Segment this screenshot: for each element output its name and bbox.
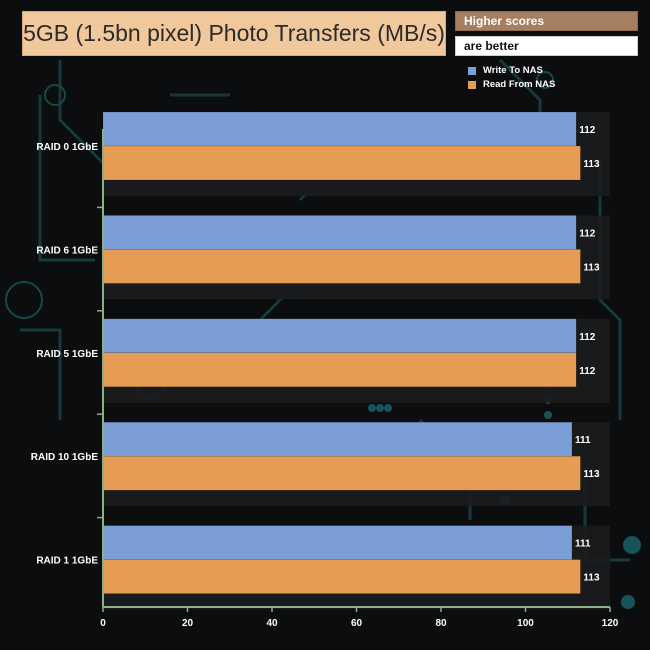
data-label-read: 113 — [583, 262, 600, 273]
legend-item-read: Read From NAS — [468, 78, 555, 91]
data-label-write: 112 — [579, 228, 596, 239]
bar-write — [102, 525, 573, 560]
chart-title-box: 5GB (1.5bn pixel) Photo Transfers (MB/s) — [22, 11, 446, 56]
are-better-note: are better — [455, 36, 638, 56]
category-label: RAID 5 1GbE — [36, 349, 98, 360]
bar-read — [102, 145, 581, 181]
bar-write — [102, 111, 577, 147]
data-label-read: 113 — [583, 573, 600, 584]
x-tick-label: 40 — [266, 618, 278, 629]
category-label: RAID 6 1GbE — [36, 245, 98, 256]
bar-write — [102, 421, 573, 457]
x-tick-label: 60 — [351, 618, 363, 629]
data-label-read: 112 — [579, 366, 596, 377]
higher-scores-note: Higher scores — [455, 11, 638, 31]
chart-legend: Write To NAS Read From NAS — [468, 64, 555, 92]
x-tick-label: 80 — [435, 618, 447, 629]
bar-read — [102, 559, 581, 594]
category-label: RAID 0 1GbE — [36, 142, 98, 153]
legend-swatch-write — [468, 66, 476, 75]
legend-label-write: Write To NAS — [483, 65, 543, 76]
x-tick-label: 20 — [182, 618, 194, 629]
x-tick-label: 100 — [517, 618, 534, 629]
legend-item-write: Write To NAS — [468, 64, 555, 77]
bar-write — [102, 215, 577, 250]
category-label: RAID 10 1GbE — [31, 452, 99, 463]
x-tick-label: 120 — [602, 618, 619, 629]
bar-write — [102, 318, 577, 354]
chart-title: 5GB (1.5bn pixel) Photo Transfers (MB/s) — [23, 20, 445, 46]
x-tick-label: 0 — [100, 618, 106, 629]
data-label-write: 112 — [579, 125, 596, 136]
data-label-write: 112 — [579, 332, 596, 343]
data-label-read: 113 — [583, 159, 600, 170]
bar-read — [102, 249, 581, 284]
legend-swatch-read — [468, 80, 476, 89]
category-label: RAID 1 1GbE — [36, 556, 98, 567]
bar-read — [102, 455, 581, 491]
data-label-write: 111 — [575, 539, 591, 550]
bar-read — [102, 352, 577, 388]
data-label-read: 113 — [583, 469, 600, 480]
data-label-write: 111 — [575, 435, 591, 446]
legend-label-read: Read From NAS — [483, 79, 556, 90]
